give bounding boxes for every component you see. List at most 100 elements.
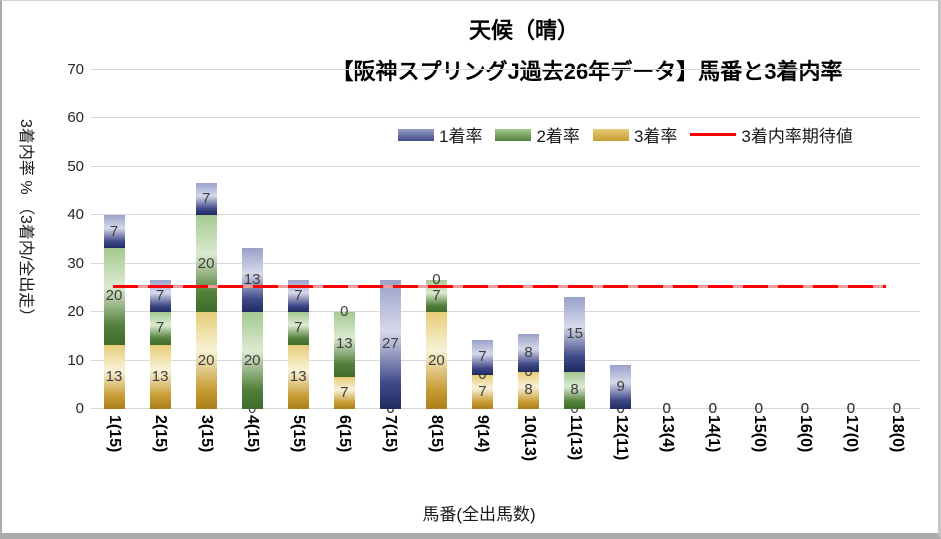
bar-segment-1着率-10(13)[interactable] — [518, 334, 540, 372]
bar-label-2着率-8(15): 7 — [432, 286, 441, 304]
legend-item-second-place-rate[interactable]: 2着率 — [495, 122, 580, 147]
legend-item-expected-line[interactable]: 3着内率期待値 — [690, 122, 853, 147]
bar-label-1着率-18(0): 0 — [892, 400, 902, 417]
legend-label: 1着率 — [439, 127, 483, 146]
x-tick-label-1(15): 1(15) — [106, 415, 124, 453]
x-axis-title: 馬番(全出馬数) — [422, 505, 536, 524]
bar-segment-1着率-7(15)[interactable] — [379, 279, 401, 409]
chart-title: 天候（晴） — [468, 18, 580, 43]
bar-segment-2着率-11(13)[interactable] — [564, 371, 586, 409]
third-place-rate-swatch-icon — [592, 128, 629, 141]
bar-segment-3着率-2(15)[interactable] — [149, 344, 171, 409]
gridline-50 — [91, 165, 920, 167]
bar-label-3着率-16(0): 0 — [800, 400, 810, 417]
x-tick-label-6(15): 6(15) — [336, 415, 354, 453]
gridline-0 — [91, 408, 920, 409]
bar-label-2着率-17(0): 0 — [846, 400, 856, 417]
x-tick-label-2(15): 2(15) — [152, 415, 170, 453]
x-tick-label-10(13): 10(13) — [520, 415, 538, 462]
x-tick-label-9(14): 9(14) — [474, 415, 492, 453]
bar-label-2着率-4(15): 20 — [243, 351, 261, 369]
bar-label-2着率-5(15): 7 — [294, 319, 303, 337]
legend-label: 3着内率期待値 — [741, 127, 853, 146]
bar-segment-3着率-8(15)[interactable] — [425, 312, 447, 409]
x-tick-label-16(0): 16(0) — [796, 415, 814, 453]
bar-label-3着率-5(15): 13 — [289, 367, 307, 385]
bar-label-1着率-2(15): 7 — [155, 286, 165, 304]
expected-line-swatch-icon — [690, 133, 737, 136]
bar-label-1着率-11(13): 15 — [566, 325, 583, 343]
bar-segment-2着率-5(15)[interactable] — [287, 312, 309, 345]
gridline-70 — [91, 69, 920, 70]
bar-label-2着率-14(1): 0 — [708, 400, 717, 417]
bar-segment-3着率-5(15)[interactable] — [287, 344, 309, 409]
y-tick-label-60: 60 — [67, 109, 84, 127]
x-tick-label-13(4): 13(4) — [658, 415, 676, 453]
y-tick-label-70: 70 — [67, 61, 84, 78]
bar-label-1着率-9(14): 7 — [478, 348, 487, 366]
bar-label-2着率-16(0): 0 — [800, 400, 810, 417]
bar-segment-2着率-2(15)[interactable] — [149, 312, 171, 345]
bar-segment-1着率-3(15)[interactable] — [195, 182, 217, 216]
expected-value-line[interactable] — [113, 284, 886, 288]
bar-segment-2着率-1(15)[interactable] — [103, 247, 125, 345]
bar-label-3着率-9(14): 7 — [478, 382, 487, 400]
x-tick-label-3(15): 3(15) — [198, 415, 216, 453]
bar-segment-1着率-1(15)[interactable] — [103, 215, 125, 248]
bar-label-2着率-18(0): 0 — [892, 400, 902, 417]
bar-segment-2着率-4(15)[interactable] — [241, 312, 263, 409]
y-tick-label-0: 0 — [75, 400, 84, 417]
bar-segment-3着率-6(15)[interactable] — [333, 376, 355, 409]
bar-label-2着率-6(15): 13 — [335, 335, 353, 353]
bar-label-3着率-13(4): 0 — [662, 400, 671, 417]
bar-label-3着率-14(1): 0 — [708, 400, 717, 417]
bar-segment-2着率-6(15)[interactable] — [333, 312, 355, 377]
bar-label-2着率-13(4): 0 — [662, 400, 671, 417]
bar-label-2着率-1(15): 20 — [105, 287, 123, 305]
bar-label-3着率-1(15): 13 — [105, 367, 123, 385]
second-place-rate-swatch-icon — [495, 128, 532, 141]
legend: 1着率 2着率 3着率 3着内率期待値 — [398, 122, 853, 147]
first-place-rate-swatch-icon — [398, 128, 434, 141]
bar-label-1着率-6(15): 0 — [340, 303, 349, 321]
x-tick-label-12(11): 12(11) — [612, 415, 630, 461]
bar-segment-1着率-11(13)[interactable] — [564, 297, 586, 372]
bar-segment-1着率-4(15)[interactable] — [241, 247, 263, 313]
legend-label: 3着率 — [633, 127, 678, 146]
x-tick-label-11(13): 11(13) — [566, 415, 584, 461]
bar-label-1着率-15(0): 0 — [754, 400, 763, 417]
gridline-40 — [91, 214, 920, 216]
bar-segment-3着率-9(14)[interactable] — [471, 374, 493, 409]
bar-label-2着率-11(13): 8 — [570, 381, 579, 399]
gridline-20 — [91, 311, 920, 313]
chart-subtitle: 【阪神スプリングJ過去26年データ】馬番と3着内率 — [331, 59, 843, 84]
bar-label-1着率-1(15): 7 — [109, 222, 119, 240]
bar-label-1着率-10(13): 8 — [524, 344, 533, 362]
gridline-10 — [91, 359, 920, 361]
bar-label-3着率-2(15): 13 — [151, 367, 169, 385]
bar-label-1着率-14(1): 0 — [708, 400, 717, 417]
bar-label-1着率-8(15): 0 — [432, 270, 441, 288]
bar-label-1着率-3(15): 7 — [201, 190, 211, 208]
legend-item-first-place-rate[interactable]: 1着率 — [398, 122, 482, 147]
bar-label-2着率-3(15): 20 — [197, 254, 215, 272]
bar-segment-1着率-12(11)[interactable] — [610, 364, 632, 409]
x-tick-label-8(15): 8(15) — [428, 415, 446, 453]
legend-label: 2着率 — [536, 127, 580, 146]
bar-label-1着率-4(15): 13 — [243, 270, 261, 288]
legend-item-third-place-rate[interactable]: 3着率 — [592, 122, 678, 147]
bar-segment-1着率-9(14)[interactable] — [471, 340, 493, 375]
bar-segment-3着率-10(13)[interactable] — [518, 371, 540, 409]
bar-segment-3着率-3(15)[interactable] — [195, 312, 217, 409]
x-tick-label-4(15): 4(15) — [244, 415, 262, 453]
bar-segment-3着率-1(15)[interactable] — [103, 344, 125, 409]
x-tick-label-18(0): 18(0) — [888, 415, 906, 453]
bar-label-1着率-5(15): 7 — [294, 286, 303, 304]
bar-label-3着率-8(15): 20 — [428, 351, 445, 369]
bar-label-3着率-15(0): 0 — [754, 400, 763, 417]
bar-label-1着率-16(0): 0 — [800, 400, 810, 417]
y-tick-label-40: 40 — [67, 206, 84, 224]
bar-label-3着率-6(15): 7 — [340, 383, 349, 401]
bar-label-2着率-2(15): 7 — [155, 319, 165, 337]
